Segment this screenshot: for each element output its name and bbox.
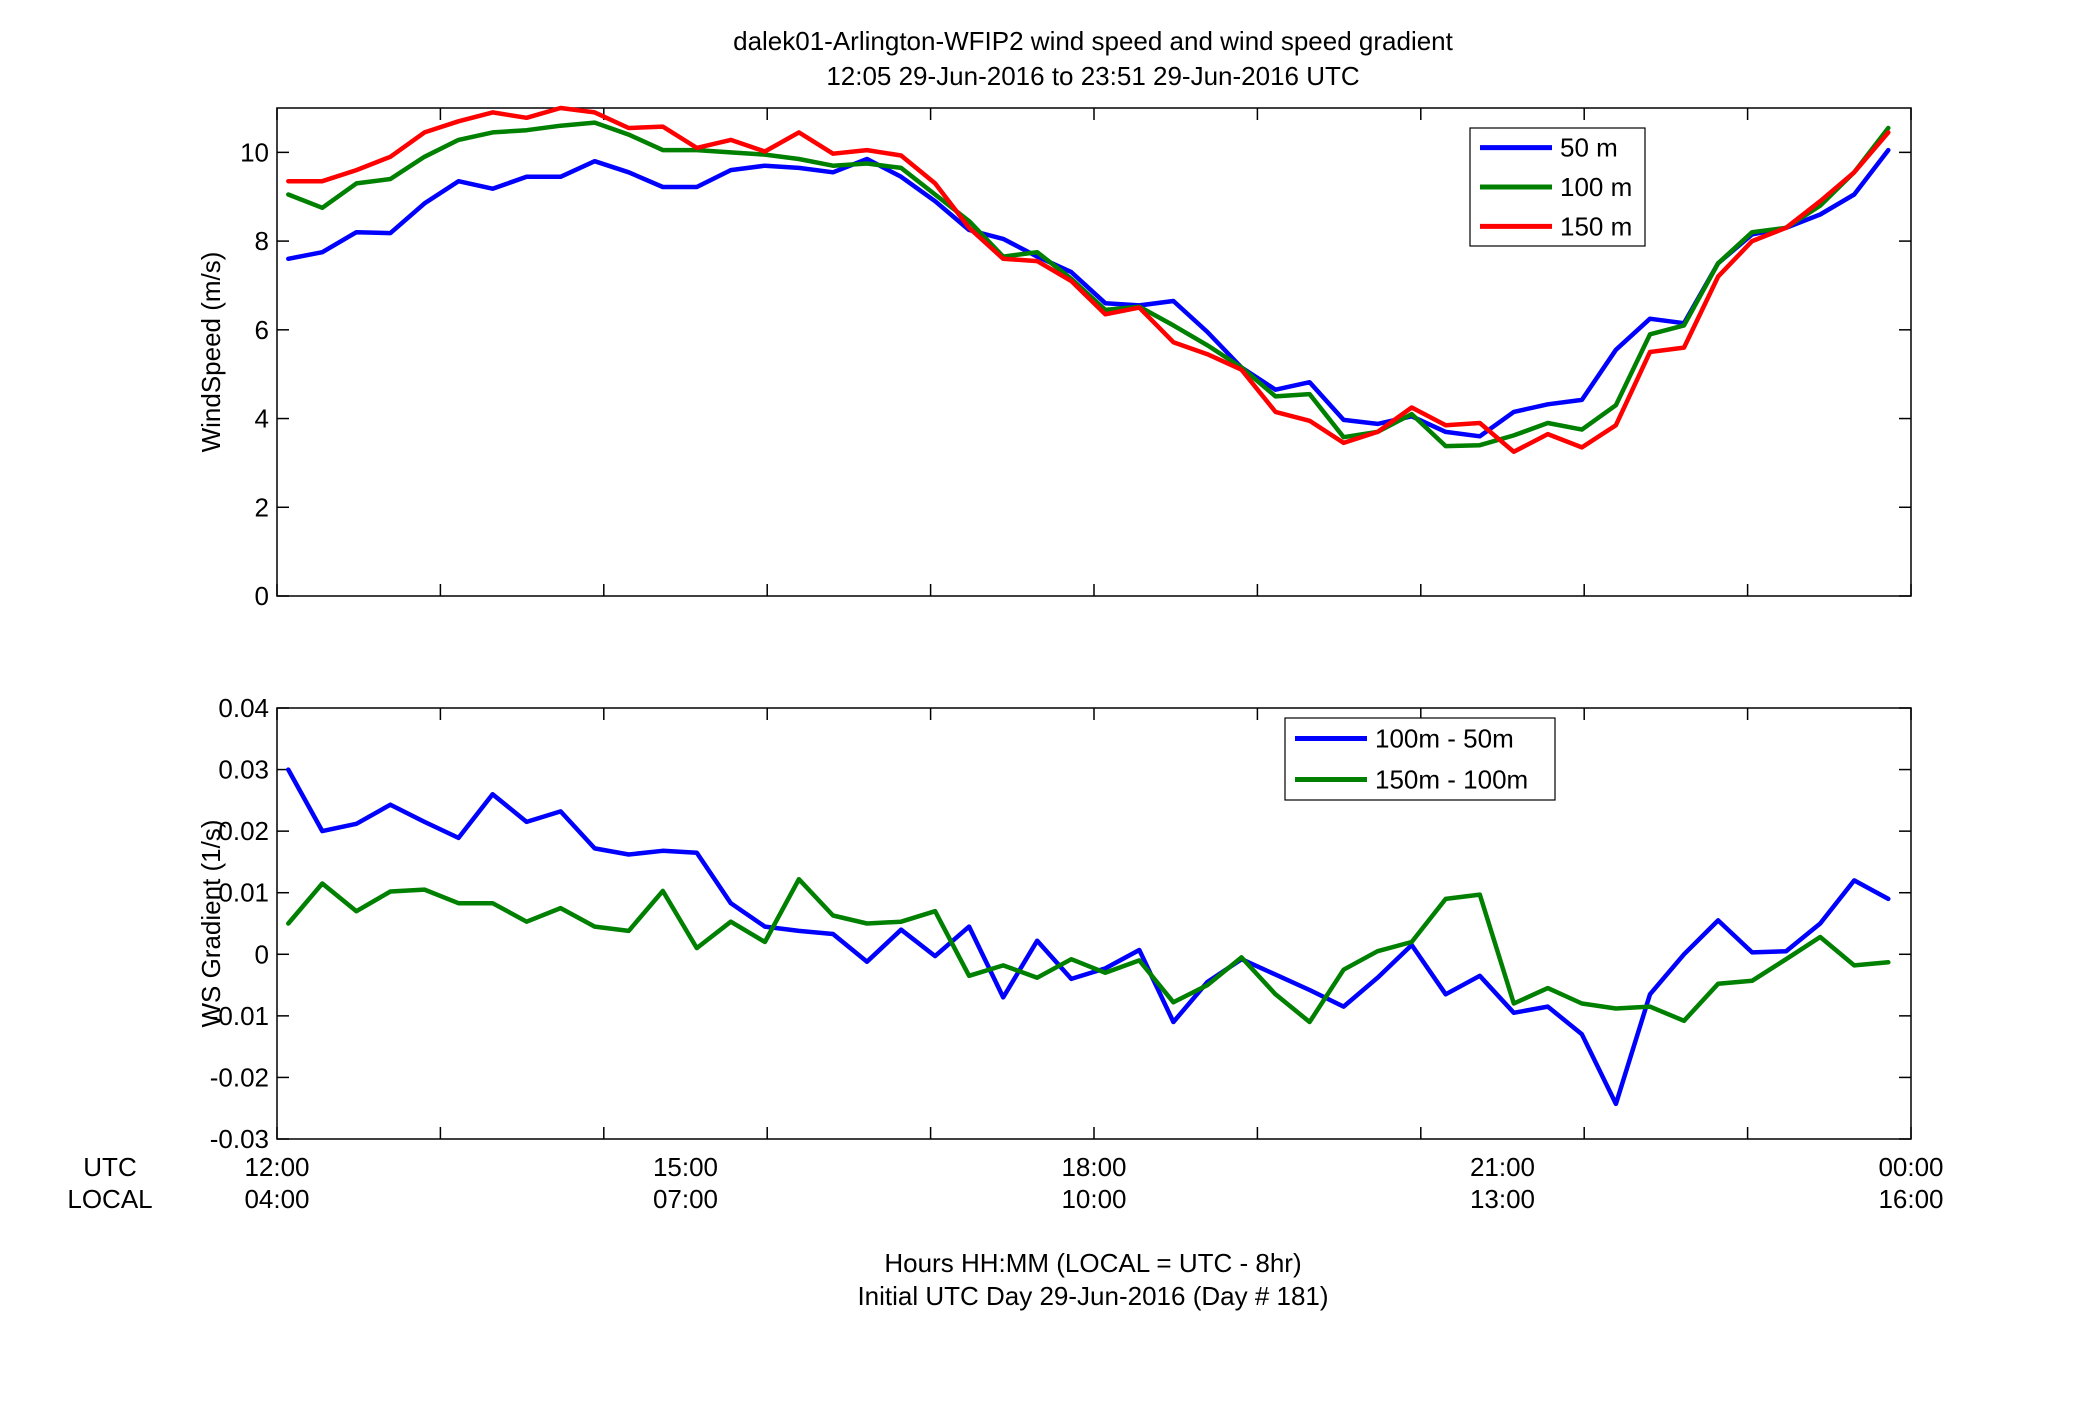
windspeed-legend: 50 m 100 m 150 m <box>1469 127 1646 247</box>
windspeed-y-axis-label: WindSpeed (m/s) <box>196 252 226 453</box>
windspeed-ytick-label: 6 <box>255 315 269 345</box>
windspeed-series-150-m <box>286 105 1891 455</box>
figure-title-line2: 12:05 29-Jun-2016 to 23:51 29-Jun-2016 U… <box>826 61 1359 91</box>
gradient-legend-box <box>1284 717 1556 801</box>
gradient-series-150m-100m <box>286 876 1891 1025</box>
gradient-ytick-label: -0.01 <box>210 1001 269 1031</box>
windspeed-ytick-label: 2 <box>255 492 269 522</box>
xtick-label-local: 13:00 <box>1470 1184 1535 1214</box>
row-label-local: LOCAL <box>67 1184 152 1214</box>
gradient-ytick-label: 0.02 <box>218 816 269 846</box>
xtick-label-utc: 00:00 <box>1878 1152 1943 1182</box>
x-axis-title-line1: Hours HH:MM (LOCAL = UTC - 8hr) <box>884 1248 1301 1278</box>
gradient-y-axis-label: WS Gradient (1/s) <box>196 819 226 1027</box>
gradient-ytick-label: 0.01 <box>218 878 269 908</box>
gradient-ytick-label: 0.04 <box>218 693 269 723</box>
row-label-utc: UTC <box>83 1152 136 1182</box>
xtick-label-local: 16:00 <box>1878 1184 1943 1214</box>
windspeed-ytick-label: 0 <box>255 581 269 611</box>
gradient-series-100m-50m <box>286 767 1891 1107</box>
windspeed-ytick-label: 8 <box>255 226 269 256</box>
gradient-panel: -0.03 -0.02 -0.01 0 0.01 0.02 0.03 0.04 WS Gradi… <box>196 693 1912 1154</box>
windspeed-ytick-label: 10 <box>240 137 269 167</box>
gradient-legend-label-150m-100m: 150m - 100m <box>1375 765 1528 795</box>
windspeed-panel: 0 2 4 6 8 10 WindSpeed (m/s) 50 m 100 m 150 m <box>196 105 1912 611</box>
x-axis-title-line2: Initial UTC Day 29-Jun-2016 (Day # 181) <box>857 1281 1328 1311</box>
figure-title-line1: dalek01-Arlington-WFIP2 wind speed and w… <box>733 26 1454 56</box>
gradient-plot-frame <box>276 707 1912 1140</box>
xtick-label-utc: 15:00 <box>653 1152 718 1182</box>
xtick-label-local: 07:00 <box>653 1184 718 1214</box>
gradient-legend: 100m - 50m 150m - 100m <box>1284 717 1556 801</box>
xtick-label-local: 10:00 <box>1061 1184 1126 1214</box>
xtick-label-utc: 21:00 <box>1470 1152 1535 1182</box>
windspeed-legend-label-150-m: 150 m <box>1560 211 1632 241</box>
gradient-ytick-label: -0.03 <box>210 1124 269 1154</box>
xtick-label-utc: 12:00 <box>244 1152 309 1182</box>
windspeed-series-50-m <box>286 147 1891 439</box>
windspeed-ytick-label: 4 <box>255 404 269 434</box>
gradient-ytick-label: -0.02 <box>210 1062 269 1092</box>
xtick-label-utc: 18:00 <box>1061 1152 1126 1182</box>
gradient-legend-label-100m-50m: 100m - 50m <box>1375 724 1514 754</box>
windspeed-legend-label-50-m: 50 m <box>1560 133 1618 163</box>
windspeed-legend-label-100-m: 100 m <box>1560 172 1632 202</box>
windspeed-series-100-m <box>286 120 1891 449</box>
gradient-ytick-label: 0 <box>255 939 269 969</box>
gradient-ytick-label: 0.03 <box>218 755 269 785</box>
xtick-label-local: 04:00 <box>244 1184 309 1214</box>
